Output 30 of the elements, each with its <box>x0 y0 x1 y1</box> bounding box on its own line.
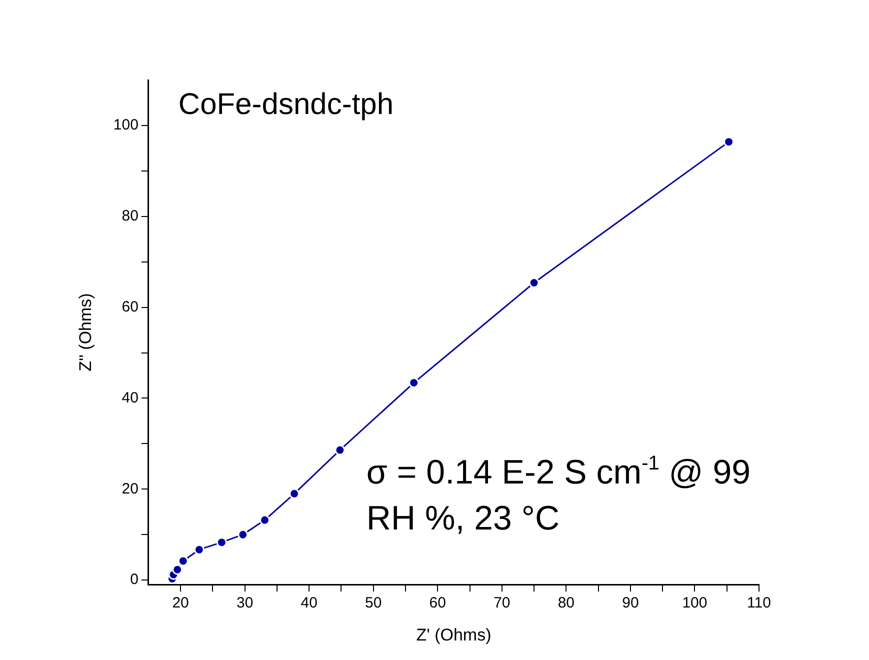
point <box>260 514 270 526</box>
point <box>238 529 248 540</box>
point <box>334 444 346 456</box>
point <box>408 378 420 388</box>
point <box>194 544 204 555</box>
y-tick-label: 80 <box>122 208 138 225</box>
x-tick-label: 30 <box>236 594 254 612</box>
y-tick-label: 40 <box>122 389 138 406</box>
x-tick-label: 90 <box>622 594 639 612</box>
y-tick-label: 0 <box>130 571 138 588</box>
x-tick-label: 80 <box>558 594 575 612</box>
x-axis-title: Z' (Ohms) <box>416 625 492 644</box>
point <box>172 564 183 575</box>
x-tick-label: 100 <box>682 594 708 612</box>
x-tick-label: 70 <box>494 594 510 612</box>
y-tick-label: 60 <box>122 298 138 316</box>
point <box>528 278 540 288</box>
chart-title: CoFe-dsndc-tph <box>178 88 394 121</box>
x-tick-label: 50 <box>365 594 382 612</box>
y-tick-label: 20 <box>122 480 138 498</box>
point <box>724 136 734 148</box>
y-axis-title: Z'' (Ohms) <box>76 293 95 372</box>
point <box>178 556 188 566</box>
x-tick-label: 40 <box>300 594 318 612</box>
point <box>216 537 227 548</box>
x-tick-label: 20 <box>172 594 189 612</box>
point <box>289 488 300 499</box>
x-tick-label: 110 <box>747 594 771 612</box>
y-tick-label: 100 <box>113 116 138 134</box>
x-tick-label: 60 <box>429 594 446 612</box>
